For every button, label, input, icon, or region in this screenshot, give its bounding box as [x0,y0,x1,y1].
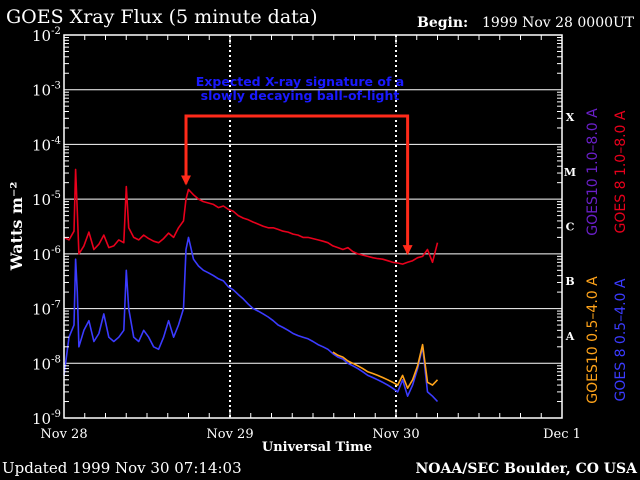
annotation-line-1: slowly decaying ball-of-light [201,88,400,103]
series-line-0 [63,168,439,265]
legend-bottom-item-0: GOES 8 0.5–4.0 A [613,278,629,401]
x-tick-label-3: Dec 1 [543,427,581,442]
y-axis-label: Watts m⁻² [7,182,26,272]
legend-bottom: GOES 8 0.5–4.0 A GOES10 0.5–4.0 A [585,276,629,404]
legend-bottom-item-1: GOES10 0.5–4.0 A [585,276,601,404]
annotation-arrowhead-left [181,175,192,186]
y-tick-label-1: 10-8 [32,354,61,373]
updated-timestamp: Updated 1999 Nov 30 07:14:03 [2,459,242,477]
x-tick-label-0: Nov 28 [40,427,87,442]
flare-class-labels: X M C B A [564,111,576,343]
legend-right-item-0: GOES 8 1.0–8.0 A [613,110,629,233]
series-line-2 [332,343,439,390]
flare-class-b: B [565,275,574,288]
begin-value: 1999 Nov 28 0000UT [482,15,635,31]
y-tick-label-6: 10-3 [32,81,61,100]
flare-class-c: C [566,221,575,234]
annotation-bracket [184,114,410,254]
grid [64,35,562,418]
y-tick-label-2: 10-7 [32,300,61,319]
flare-class-m: M [564,166,576,179]
flare-class-a: A [565,330,575,343]
y-tick-label-3: 10-6 [32,245,61,264]
legend-right-item-1: GOES10 1.0–8.0 A [585,108,601,236]
legend-right: GOES 8 1.0–8.0 A GOES10 1.0–8.0 A [585,108,629,236]
y-tick-label-0: 10-9 [32,409,61,428]
x-tick-label-2: Nov 30 [372,427,419,442]
flare-class-x: X [566,111,575,124]
chart-title: GOES Xray Flux (5 minute data) [6,6,318,28]
annotation-line-0: Expected X-ray signature of a [196,74,404,89]
begin-label: Begin: [417,15,468,31]
series-line-1 [63,236,439,403]
annotation-arrowhead-right [402,245,413,256]
x-tick-label-1: Nov 29 [206,427,253,442]
y-tick-labels: 10-9 10-8 10-7 10-6 10-5 10-4 10-3 10-2 [32,26,61,428]
x-tick-labels: Nov 28 Nov 29 Nov 30 Dec 1 [40,427,581,442]
y-tick-label-4: 10-5 [32,190,61,209]
plot-frame [63,34,563,419]
y-tick-label-5: 10-4 [32,135,61,154]
x-axis-label: Universal Time [262,440,372,455]
y-tick-label-7: 10-2 [32,26,61,45]
series-layer [63,168,439,403]
credit-text: NOAA/SEC Boulder, CO USA [416,461,639,477]
